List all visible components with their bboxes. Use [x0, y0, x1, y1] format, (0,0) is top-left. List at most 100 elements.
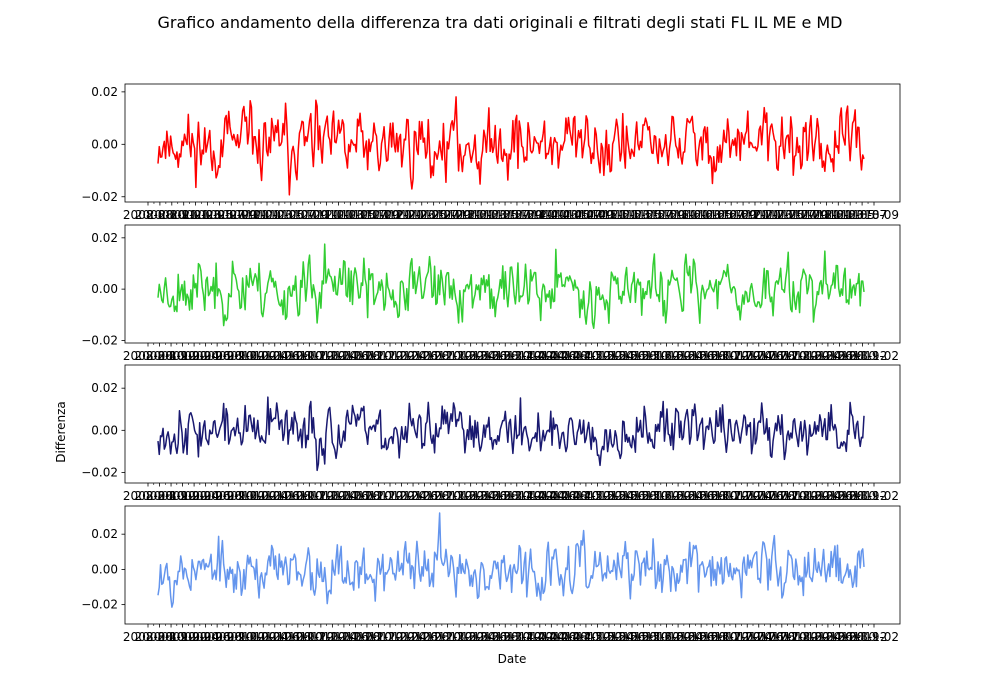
y-tick-label: 0.02 [91, 381, 118, 395]
x-tick-label: 2013-12 [492, 489, 542, 503]
x-tick-label: 2017-12 [768, 349, 818, 363]
x-tick-label: 2018-04 [791, 489, 841, 503]
x-tick-label: 2018-06 [803, 489, 853, 503]
x-tick-label: 2013-10 [480, 489, 530, 503]
x-tick-label: 2008-08 [123, 489, 173, 503]
x-tick-label: 2016-11 [718, 208, 768, 222]
x-tick-label: 2011-10 [342, 489, 392, 503]
x-tick-label: 2009-02 [158, 489, 208, 503]
x-tick-label: 2016-12 [699, 489, 749, 503]
x-tick-label: 2018-03 [813, 208, 863, 222]
x-tick-label: 2009-06 [181, 349, 231, 363]
x-tick-label: 2017-04 [722, 630, 772, 644]
x-tick-label: 2014-04 [515, 630, 565, 644]
x-tick-label: 2013-05 [468, 208, 518, 222]
x-tick-label: 2010-06 [250, 630, 300, 644]
x-tick-label: 2018-08 [814, 630, 864, 644]
x-tick-label: 2011-08 [330, 630, 380, 644]
x-tick-label: 2017-02 [711, 630, 761, 644]
x-tick-label: 2012-02 [365, 630, 415, 644]
x-tick-label: 2014-12 [561, 630, 611, 644]
y-tick-label: 0.00 [91, 562, 118, 576]
x-tick-label: 2015-08 [607, 489, 657, 503]
x-tick-label: 2016-02 [642, 630, 692, 644]
x-tick-label: 2011-06 [319, 630, 369, 644]
x-tick-label: 2008-08 [123, 630, 173, 644]
x-tick-label: 2013-08 [469, 349, 519, 363]
x-tick-label: 2016-08 [676, 349, 726, 363]
x-tick-label: 2014-11 [575, 208, 625, 222]
series-line-2 [157, 243, 865, 329]
x-tick-label: 2008-11 [147, 208, 197, 222]
x-tick-label: 2016-06 [665, 630, 715, 644]
subplot-3: 0.02 0.00 −0.02 2008-082008-102008-122009-0… [81, 364, 901, 503]
x-tick-label: 2009-04 [169, 489, 219, 503]
x-tick-label: 2008-10 [134, 630, 184, 644]
x-tick-label: 2015-06 [595, 349, 645, 363]
y-tick-label: 0.02 [91, 527, 118, 541]
x-tick-label: 2013-04 [446, 489, 496, 503]
x-tick-label: 2011-08 [330, 349, 380, 363]
x-tick-label: 2016-04 [653, 489, 703, 503]
x-tick-label: 2013-03 [456, 208, 506, 222]
x-tick-label: 2010-08 [261, 489, 311, 503]
x-tick-label: 2011-06 [319, 489, 369, 503]
y-tick-label: 0.00 [91, 137, 118, 151]
x-tick-label: 2011-04 [307, 489, 357, 503]
x-tick-label: 2019-02 [849, 349, 899, 363]
x-tick-label: 2014-06 [526, 349, 576, 363]
x-tick-label: 2009-02 [158, 349, 208, 363]
x-tick-label: 2018-05 [825, 208, 875, 222]
y-tick-label: −0.02 [81, 465, 118, 479]
x-tick-label: 2011-05 [325, 208, 375, 222]
x-tick-label: 2008-10 [134, 489, 184, 503]
axes-frame [124, 224, 901, 344]
x-tick-label: 2017-08 [745, 349, 795, 363]
x-axis-label: Date [498, 652, 527, 666]
x-tick-label: 2012-09 [420, 208, 470, 222]
x-tick-label: 2016-02 [642, 349, 692, 363]
x-tick-label: 2014-09 [563, 208, 613, 222]
x-tick-label: 2015-02 [572, 489, 622, 503]
x-tick-label: 2009-01 [159, 208, 209, 222]
x-tick-label: 2008-12 [146, 489, 196, 503]
x-tick-label: 2014-12 [561, 489, 611, 503]
x-tick-label: 2017-08 [745, 489, 795, 503]
x-tick-label: 2013-09 [492, 208, 542, 222]
x-tick-label: 2014-10 [549, 489, 599, 503]
x-tick-label: 2010-12 [284, 349, 334, 363]
x-tick-label: 2017-06 [734, 630, 784, 644]
x-tick-label: 2011-11 [361, 208, 411, 222]
x-tick-label: 2011-04 [307, 349, 357, 363]
x-tick-label: 2013-02 [434, 630, 484, 644]
y-tick-label: −0.02 [81, 598, 118, 612]
x-tick-label: 2017-10 [757, 630, 807, 644]
x-tick-label: 2017-03 [742, 208, 792, 222]
x-tick-label: 2010-04 [238, 349, 288, 363]
x-tick-label: 2017-06 [734, 489, 784, 503]
x-tick-label: 2012-08 [400, 349, 450, 363]
x-tick-label: 2011-02 [296, 630, 346, 644]
x-tick-label: 2010-02 [227, 489, 277, 503]
x-tick-label: 2018-12 [837, 349, 887, 363]
x-tick-label: 2012-11 [432, 208, 482, 222]
x-tick-label: 2010-08 [261, 630, 311, 644]
x-tick-label: 2015-05 [611, 208, 661, 222]
x-tick-label: 2015-10 [618, 630, 668, 644]
x-tick-label: 2013-04 [446, 349, 496, 363]
x-tick-label: 2010-01 [230, 208, 280, 222]
x-tick-label: 2018-02 [780, 349, 830, 363]
x-tick-label: 2018-06 [803, 630, 853, 644]
x-tick-label: 2011-08 [330, 489, 380, 503]
x-tick-label: 2015-07 [623, 208, 673, 222]
x-tick-label: 2009-07 [194, 208, 244, 222]
x-tick-label: 2015-06 [595, 489, 645, 503]
x-tick-label: 2018-01 [801, 208, 851, 222]
x-tick-label: 2010-10 [273, 349, 323, 363]
x-tick-label: 2010-12 [284, 630, 334, 644]
x-tick-label: 2013-12 [492, 630, 542, 644]
x-tick-label: 2015-12 [630, 630, 680, 644]
x-tick-label: 2009-09 [206, 208, 256, 222]
x-tick-label: 2012-06 [388, 349, 438, 363]
x-tick-label: 2011-06 [319, 349, 369, 363]
